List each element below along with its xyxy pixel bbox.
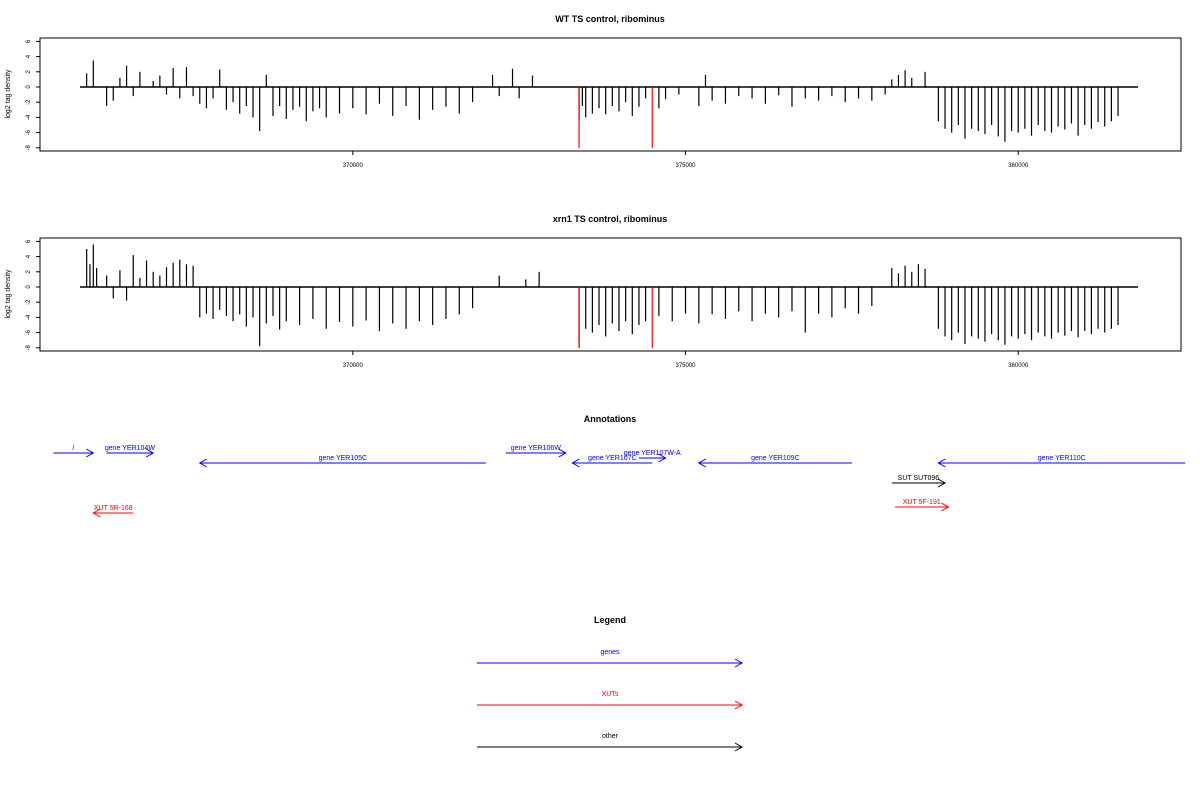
arrowhead	[198, 458, 208, 468]
feature-arrow: XUT 5R-168	[92, 505, 134, 518]
arrowhead	[697, 458, 707, 468]
legend-title: Legend	[594, 615, 626, 625]
red-markers	[578, 287, 653, 348]
legend-label: other	[602, 733, 619, 740]
annotations-title: Annotations	[584, 414, 637, 424]
legend-item: other	[477, 733, 744, 752]
legend-arrowhead	[734, 742, 744, 752]
legend-panel: Legend genes XUTs other	[477, 615, 744, 752]
y-tick-label: 4	[26, 254, 32, 258]
feature-arrow: gene YER106W	[505, 445, 567, 458]
y-tick-label: -8	[26, 344, 32, 350]
legend-label: XUTs	[602, 691, 619, 698]
y-axis: 6 4 2 0 -2 -4 -6 -8	[26, 239, 41, 350]
feature-arrow: gene YER107C	[571, 455, 653, 468]
panel-title: xrn1 TS control, ribominus	[553, 214, 668, 224]
xrn1-track-panel: xrn1 TS control, ribominus log2 tag dens…	[5, 214, 1182, 369]
feature-label: XUT 5F-191	[903, 499, 941, 506]
plot-frame	[39, 37, 1182, 152]
feature-label: gene YER105C	[319, 455, 368, 462]
y-tick-label: 6	[26, 239, 32, 243]
x-tick-label: 380000	[1008, 363, 1029, 369]
feature-label: SUT SUT096	[898, 475, 940, 482]
y-tick-label: 2	[26, 69, 32, 73]
arrowhead	[937, 458, 946, 468]
feature-arrow: SUT SUT096	[891, 475, 947, 488]
y-tick-label: -6	[26, 329, 32, 335]
feature-arrow: gene YER104W	[105, 445, 155, 458]
x-tick-label: 375000	[676, 363, 697, 369]
x-tick-label: 375000	[676, 163, 697, 169]
feature-arrows: / gene YER104W gene YER105C gene YER106W gen…	[53, 445, 1185, 518]
legend-label: genes	[600, 649, 620, 656]
arrowhead	[937, 478, 947, 488]
arrowhead	[658, 453, 667, 463]
feature-label: gene YER109C	[751, 455, 800, 462]
legend-arrowhead	[734, 658, 744, 668]
arrowhead	[92, 508, 101, 518]
y-axis-label: log2 tag density	[5, 69, 12, 119]
y-tick-label: 0	[26, 85, 32, 89]
feature-label: gene YER104W	[105, 445, 155, 452]
density-bars	[86, 244, 1119, 348]
feature-arrow: gene YER105C	[198, 455, 486, 468]
plot-frame	[39, 237, 1182, 352]
arrowhead	[941, 502, 950, 512]
feature-arrow: XUT 5F-191	[895, 499, 950, 512]
feature-label: /	[72, 445, 74, 452]
annotations-panel: Annotations / gene YER104W gene YER105C gen…	[53, 414, 1185, 518]
y-tick-label: -2	[26, 299, 32, 305]
y-tick-label: -8	[26, 144, 32, 150]
legend-item: genes	[477, 649, 744, 668]
feature-label: gene YER110C	[1038, 455, 1086, 462]
y-axis-label: log2 tag density	[5, 269, 12, 319]
wt-track-panel: WT TS control, ribominus log2 tag densit…	[5, 14, 1182, 169]
feature-arrow: gene YER107W-A	[624, 450, 681, 463]
feature-arrow: gene YER110C	[937, 455, 1185, 468]
feature-label: gene YER106W	[511, 445, 561, 452]
x-tick-label: 380000	[1008, 163, 1029, 169]
feature-label: gene YER107W-A	[624, 450, 681, 457]
red-markers	[578, 87, 653, 148]
feature-label: XUT 5R-168	[94, 505, 133, 512]
density-bars	[86, 60, 1119, 142]
x-axis: 370000 375000 380000	[343, 151, 1029, 169]
y-tick-label: -4	[26, 314, 32, 320]
arrowhead	[86, 448, 95, 458]
legend-items: genes XUTs other	[477, 649, 744, 752]
arrowhead	[571, 458, 580, 468]
y-tick-label: -4	[26, 114, 32, 120]
y-tick-label: 0	[26, 285, 32, 289]
feature-label: gene YER107C	[588, 455, 637, 462]
y-axis: 6 4 2 0 -2 -4 -6 -8	[26, 39, 41, 150]
y-tick-label: 4	[26, 54, 32, 58]
arrowhead	[145, 448, 155, 458]
x-tick-label: 370000	[343, 363, 364, 369]
y-tick-label: -6	[26, 129, 32, 135]
legend-arrowhead	[734, 700, 744, 710]
y-tick-label: 6	[26, 39, 32, 43]
feature-arrow: /	[53, 445, 95, 458]
feature-arrow: gene YER109C	[697, 455, 852, 468]
y-tick-label: 2	[26, 269, 32, 273]
arrowhead	[558, 448, 567, 458]
x-axis: 370000 375000 380000	[343, 351, 1029, 369]
x-tick-label: 370000	[343, 163, 364, 169]
legend-item: XUTs	[477, 691, 744, 710]
y-tick-label: -2	[26, 99, 32, 105]
panel-title: WT TS control, ribominus	[555, 14, 665, 24]
